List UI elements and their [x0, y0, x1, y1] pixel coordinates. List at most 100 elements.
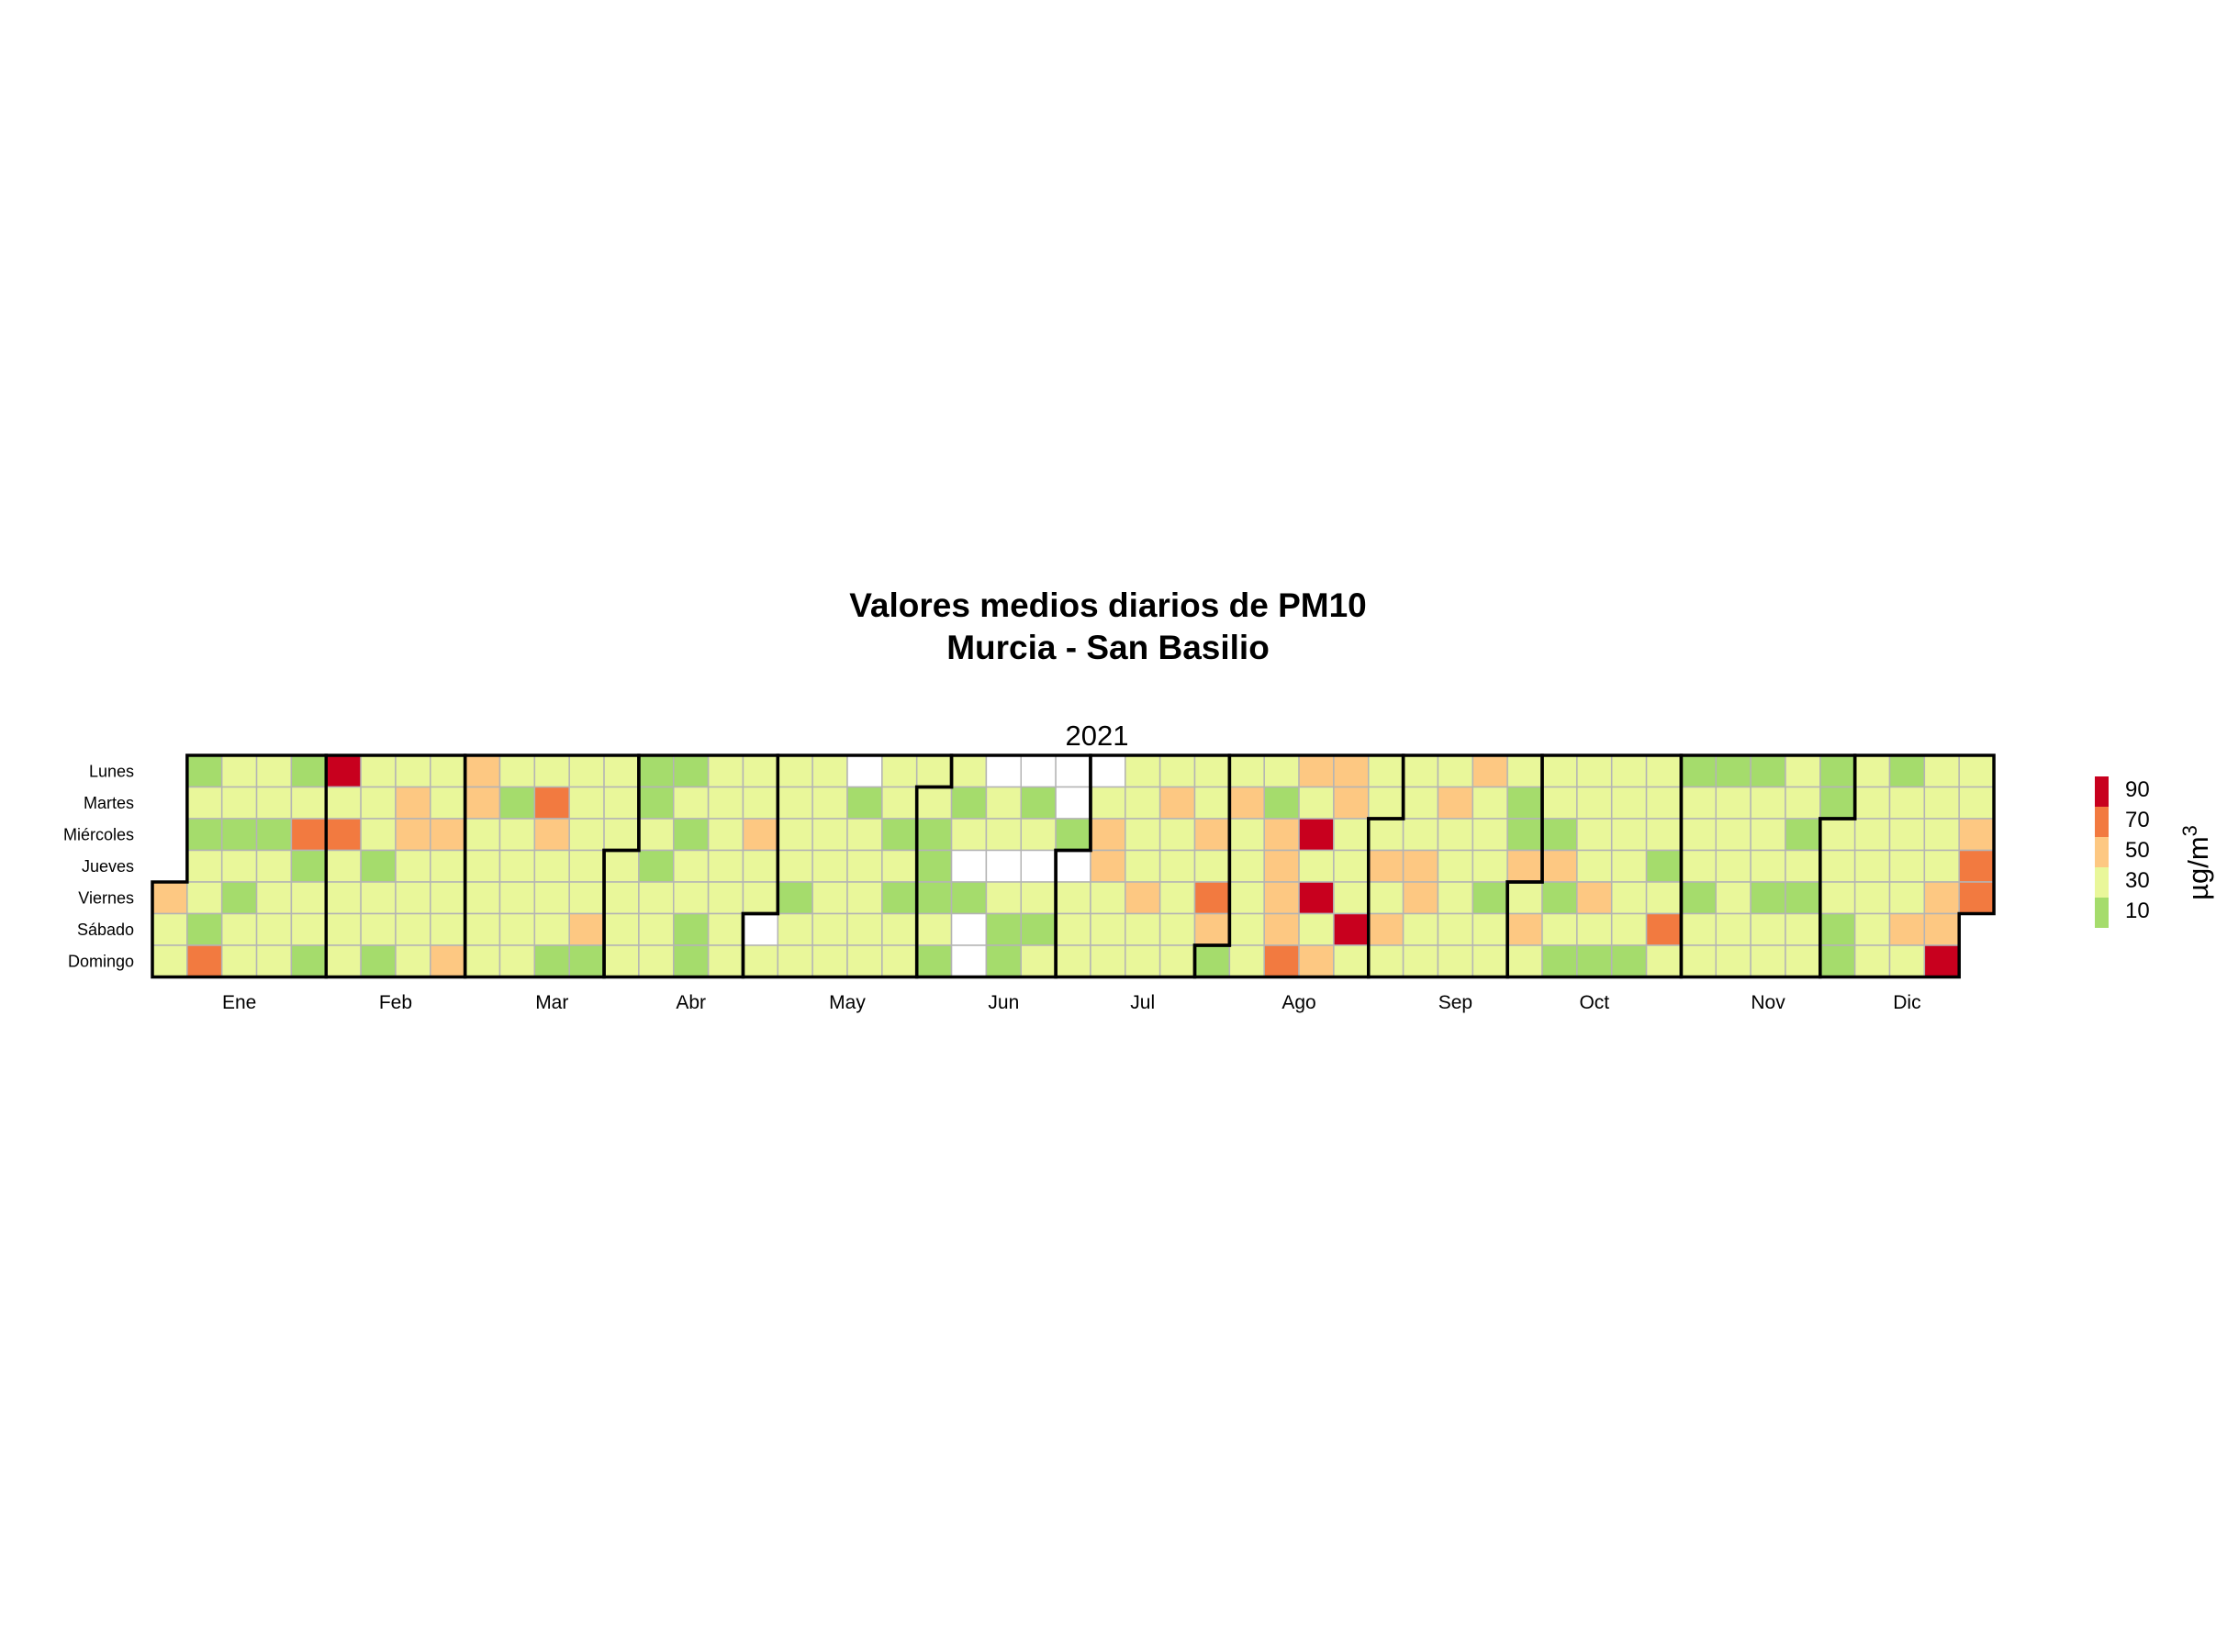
day-cell — [255, 912, 293, 946]
day-cell — [430, 786, 466, 820]
day-cell — [1090, 944, 1126, 978]
day-cell — [395, 881, 431, 915]
weekday-label: Domingo — [68, 952, 134, 970]
day-cell — [1819, 849, 1856, 883]
day-cell — [1298, 944, 1335, 978]
day-cell — [1125, 849, 1161, 883]
day-cell — [742, 849, 779, 883]
day-cell — [1958, 786, 1995, 820]
day-cell — [1472, 881, 1508, 915]
day-cell — [464, 818, 501, 852]
day-cell — [1158, 944, 1196, 978]
day-cell — [1750, 754, 1786, 788]
day-cell — [1402, 881, 1439, 915]
day-cell — [430, 818, 466, 852]
month-label: Nov — [1751, 992, 1785, 1013]
day-cell — [1158, 912, 1196, 946]
day-cell — [985, 944, 1023, 978]
day-cell — [1472, 849, 1508, 883]
day-cell — [811, 754, 848, 788]
day-cell — [568, 849, 605, 883]
day-cell — [1125, 786, 1161, 820]
day-cell — [1437, 786, 1474, 820]
weekday-label: Jueves — [82, 857, 134, 876]
day-cell — [1158, 849, 1196, 883]
day-cell — [950, 881, 988, 915]
day-cell — [1785, 818, 1821, 852]
day-cell — [1610, 754, 1648, 788]
day-cell — [568, 944, 605, 978]
day-cell — [533, 881, 570, 915]
day-cell — [1923, 912, 1960, 946]
day-cell — [707, 912, 744, 946]
day-cell — [1750, 786, 1786, 820]
day-cell — [325, 786, 362, 820]
day-cell — [638, 881, 675, 915]
day-cell — [1958, 818, 1995, 852]
day-cell — [707, 944, 744, 978]
day-cell — [498, 818, 536, 852]
day-cell — [1576, 912, 1613, 946]
day-cell — [1923, 944, 1960, 978]
day-cell — [1610, 786, 1648, 820]
day-cell — [742, 944, 779, 978]
day-cell — [881, 944, 918, 978]
day-cell — [1368, 881, 1405, 915]
day-cell — [1298, 881, 1335, 915]
day-cell — [985, 754, 1023, 788]
day-cell — [638, 754, 675, 788]
day-cell — [1368, 786, 1405, 820]
day-cell — [1785, 912, 1821, 946]
day-cell — [498, 944, 536, 978]
day-cell — [186, 818, 223, 852]
day-cell — [742, 754, 779, 788]
day-cell — [1193, 944, 1231, 978]
day-cell — [1158, 754, 1196, 788]
day-cell — [1853, 786, 1891, 820]
day-cell — [533, 849, 570, 883]
day-cell — [1228, 849, 1265, 883]
legend-label: 30 — [2125, 868, 2150, 893]
day-cell — [395, 912, 431, 946]
day-cell — [151, 912, 188, 946]
day-cell — [673, 881, 710, 915]
day-cell — [1437, 912, 1474, 946]
day-cell — [915, 818, 953, 852]
day-cell — [1645, 881, 1683, 915]
day-cell — [1750, 849, 1786, 883]
day-cell — [220, 849, 258, 883]
day-cell — [811, 786, 848, 820]
day-cell — [1715, 912, 1752, 946]
day-cell — [673, 786, 710, 820]
day-cell — [220, 754, 258, 788]
day-cell — [1506, 849, 1543, 883]
day-cell — [430, 912, 466, 946]
day-cell — [1785, 754, 1821, 788]
day-cell — [1819, 818, 1856, 852]
legend-label: 70 — [2125, 808, 2150, 832]
day-cell — [1158, 881, 1196, 915]
day-cell — [290, 944, 327, 978]
day-cell — [1193, 881, 1231, 915]
day-cell — [360, 912, 397, 946]
day-cell — [603, 944, 640, 978]
day-cell — [1853, 818, 1891, 852]
month-label: Sep — [1438, 992, 1472, 1013]
day-cell — [777, 881, 813, 915]
day-cell — [1020, 944, 1057, 978]
month-label: Dic — [1893, 992, 1920, 1013]
day-cell — [1298, 818, 1335, 852]
day-cell — [915, 754, 953, 788]
day-cell — [1333, 912, 1370, 946]
day-cell — [603, 786, 640, 820]
color-legend: 90 70 50 30 10 — [2095, 776, 2150, 928]
day-cell — [1888, 881, 1926, 915]
day-cell — [1715, 881, 1752, 915]
day-cell — [1193, 912, 1231, 946]
day-cell — [881, 881, 918, 915]
day-cell — [1715, 818, 1752, 852]
day-cell — [360, 944, 397, 978]
day-cell — [255, 944, 293, 978]
day-cell — [1785, 849, 1821, 883]
day-cell — [533, 786, 570, 820]
